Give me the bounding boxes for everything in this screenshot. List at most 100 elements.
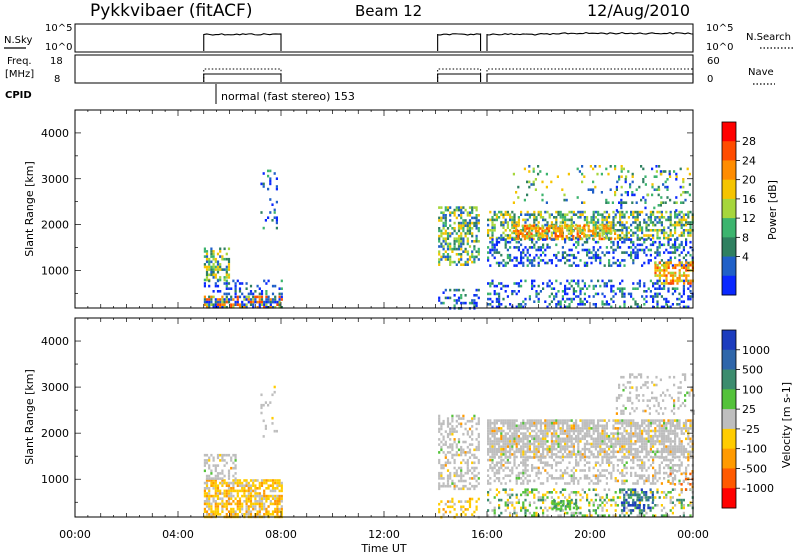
scatter-cell: [204, 492, 206, 495]
scatter-cell: [577, 216, 579, 219]
scatter-cell: [597, 507, 599, 510]
scatter-cell: [683, 264, 685, 267]
scatter-cell: [571, 419, 573, 422]
scatter-cell: [489, 451, 491, 454]
scatter-cell: [546, 496, 548, 499]
scatter-cell: [524, 477, 526, 480]
scatter-cell: [670, 261, 672, 264]
scatter-cell: [473, 485, 475, 488]
scatter-cell: [522, 474, 524, 477]
scatter-cell: [517, 235, 519, 238]
scatter-cell: [204, 296, 206, 299]
scatter-cell: [639, 445, 641, 448]
scatter-cell: [562, 422, 564, 425]
scatter-cell: [252, 301, 254, 304]
scatter-cell: [487, 438, 489, 441]
scatter-cell: [263, 479, 265, 482]
scatter-cell: [438, 511, 440, 514]
scatter-cell: [494, 246, 496, 249]
scatter-cell: [496, 477, 498, 480]
scatter-cell: [509, 445, 511, 448]
scatter-cell: [616, 186, 618, 189]
scatter-cell: [498, 427, 500, 430]
scatter-cell: [460, 248, 462, 251]
scatter-cell: [235, 503, 237, 506]
scatter-cell: [235, 482, 237, 485]
scatter-cell: [250, 290, 252, 293]
scatter-cell: [588, 430, 590, 433]
scatter-cell: [465, 209, 467, 212]
scatter-cell: [606, 425, 608, 428]
scatter-cell: [498, 295, 500, 298]
scatter-cell: [538, 285, 540, 288]
scatter-cell: [668, 261, 670, 264]
scatter-cell: [645, 229, 647, 232]
scatter-cell: [680, 186, 682, 189]
scatter-cell: [235, 464, 237, 467]
scatter-cell: [489, 445, 491, 448]
scatter-cell: [577, 480, 579, 483]
scatter-cell: [460, 232, 462, 235]
scatter-cell: [676, 427, 678, 430]
scatter-cell: [516, 264, 518, 267]
scatter-cell: [623, 241, 625, 244]
scatter-cell: [577, 425, 579, 428]
scatter-cell: [462, 506, 464, 509]
scatter-cell: [562, 419, 564, 422]
scatter-cell: [636, 386, 638, 389]
scatter-cell: [678, 422, 680, 425]
scatter-cell: [210, 508, 212, 511]
scatter-cell: [636, 397, 638, 400]
scatter-cell: [254, 484, 256, 487]
scatter-cell: [564, 456, 566, 459]
scatter-cell: [663, 419, 665, 422]
scatter-cell: [684, 199, 686, 202]
scatter-cell: [555, 225, 557, 228]
scatter-cell: [447, 475, 449, 478]
scatter-cell: [276, 479, 278, 482]
scatter-cell: [469, 222, 471, 225]
scatter-cell: [639, 509, 641, 512]
scatter-cell: [623, 467, 625, 470]
scatter-cell: [555, 293, 557, 296]
scatter-cell: [471, 250, 473, 253]
scatter-cell: [566, 427, 568, 430]
scatter-cell: [582, 419, 584, 422]
scatter-cell: [500, 224, 502, 227]
scatter-cell: [440, 446, 442, 449]
scatter-cell: [228, 258, 230, 261]
scatter-cell: [648, 438, 650, 441]
scatter-cell: [502, 213, 504, 216]
scatter-cell: [648, 234, 650, 237]
scatter-cell: [674, 226, 676, 229]
scatter-cell: [560, 422, 562, 425]
scatter-cell: [601, 509, 603, 512]
scatter-cell: [516, 451, 518, 454]
scatter-cell: [221, 255, 223, 258]
scatter-cell: [458, 243, 460, 246]
scatter-cell: [659, 422, 661, 425]
scatter-cell: [228, 274, 230, 277]
scatter-cell: [593, 238, 595, 241]
scatter-cell: [535, 178, 537, 181]
scatter-cell: [204, 487, 206, 490]
scatter-cell: [626, 251, 628, 254]
scatter-cell: [511, 290, 513, 293]
scatter-cell: [518, 448, 520, 451]
scatter-cell: [670, 445, 672, 448]
scatter-cell: [494, 472, 496, 475]
scatter-cell: [226, 266, 228, 269]
scatter-cell: [511, 438, 513, 441]
scatter-cell: [215, 492, 217, 495]
scatter-cell: [533, 422, 535, 425]
scatter-cell: [612, 419, 614, 422]
scatter-cell: [667, 234, 669, 237]
scatter-cell: [509, 213, 511, 216]
scatter-cell: [265, 510, 267, 513]
scatter-cell: [228, 472, 230, 475]
scatter-cell: [606, 435, 608, 438]
scatter-cell: [246, 296, 248, 299]
scatter-cell: [579, 477, 581, 480]
scatter-cell: [516, 259, 518, 262]
scatter-cell: [579, 230, 581, 233]
